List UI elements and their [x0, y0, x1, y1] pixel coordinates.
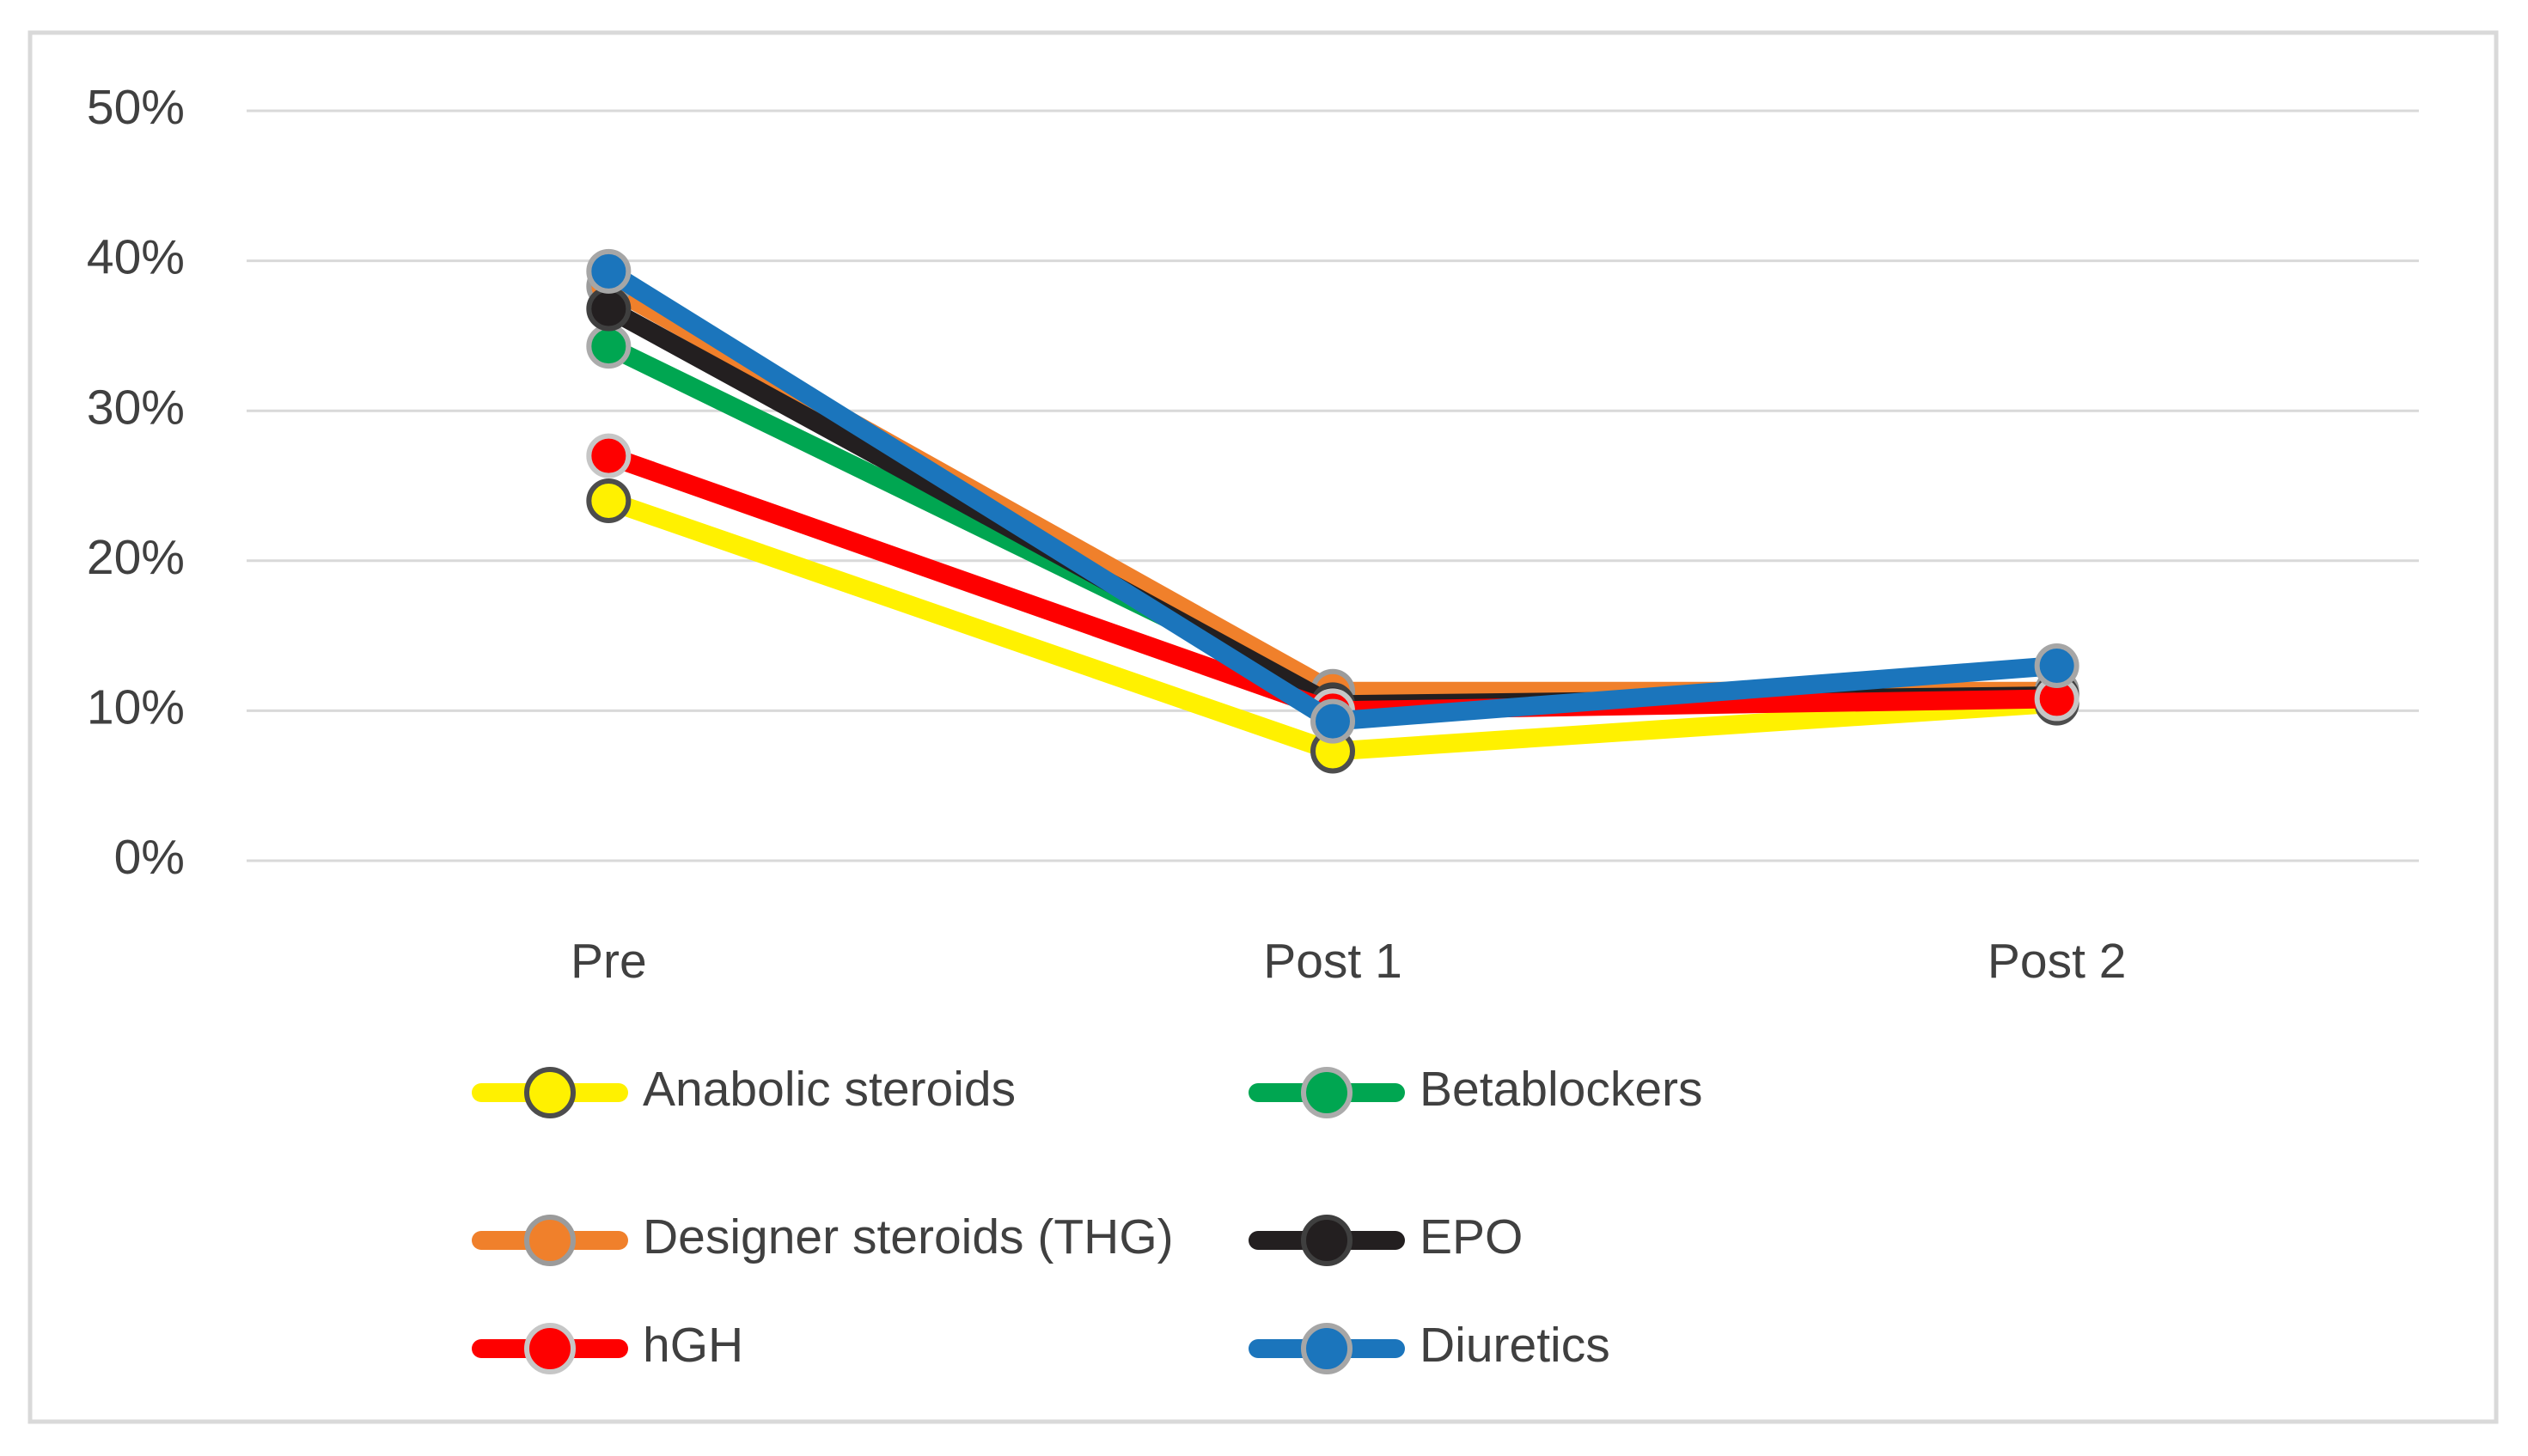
legend-marker-icon [524, 1067, 576, 1118]
data-point-marker [586, 286, 632, 332]
legend-item: EPO [1249, 1209, 1523, 1266]
data-point-marker [1310, 698, 1355, 744]
legend-item: hGH [472, 1318, 743, 1374]
y-tick-label: 20% [87, 530, 185, 585]
legend-item: Betablockers [1249, 1062, 1703, 1118]
data-point-marker [586, 478, 632, 523]
y-tick-label: 30% [87, 380, 185, 435]
legend-marker-icon [524, 1323, 576, 1374]
legend-marker-icon [1301, 1067, 1353, 1118]
x-category-label: Post 1 [1263, 934, 1402, 989]
legend-label: hGH [643, 1318, 743, 1373]
legend-label: Betablockers [1420, 1062, 1703, 1117]
y-tick-label: 40% [87, 230, 185, 285]
chart-frame [27, 30, 2499, 1424]
y-tick-label: 0% [114, 830, 185, 885]
data-point-marker [586, 248, 632, 294]
legend-item: Diuretics [1249, 1318, 1610, 1374]
legend-marker-icon [1301, 1215, 1353, 1266]
x-category-label: Post 2 [1988, 934, 2127, 989]
y-tick-label: 50% [87, 80, 185, 135]
data-point-marker [2034, 643, 2079, 689]
legend-label: Diuretics [1420, 1318, 1610, 1373]
legend-item: Designer steroids (THG) [472, 1209, 1174, 1266]
data-point-marker [586, 433, 632, 478]
x-category-label: Pre [571, 934, 647, 989]
legend-label: Designer steroids (THG) [643, 1209, 1174, 1264]
legend-item: Anabolic steroids [472, 1062, 1016, 1118]
y-tick-label: 10% [87, 679, 185, 734]
legend-label: EPO [1420, 1209, 1523, 1264]
legend-marker-icon [524, 1215, 576, 1266]
data-point-marker [586, 324, 632, 369]
legend-marker-icon [1301, 1323, 1353, 1374]
legend-label: Anabolic steroids [643, 1062, 1016, 1117]
